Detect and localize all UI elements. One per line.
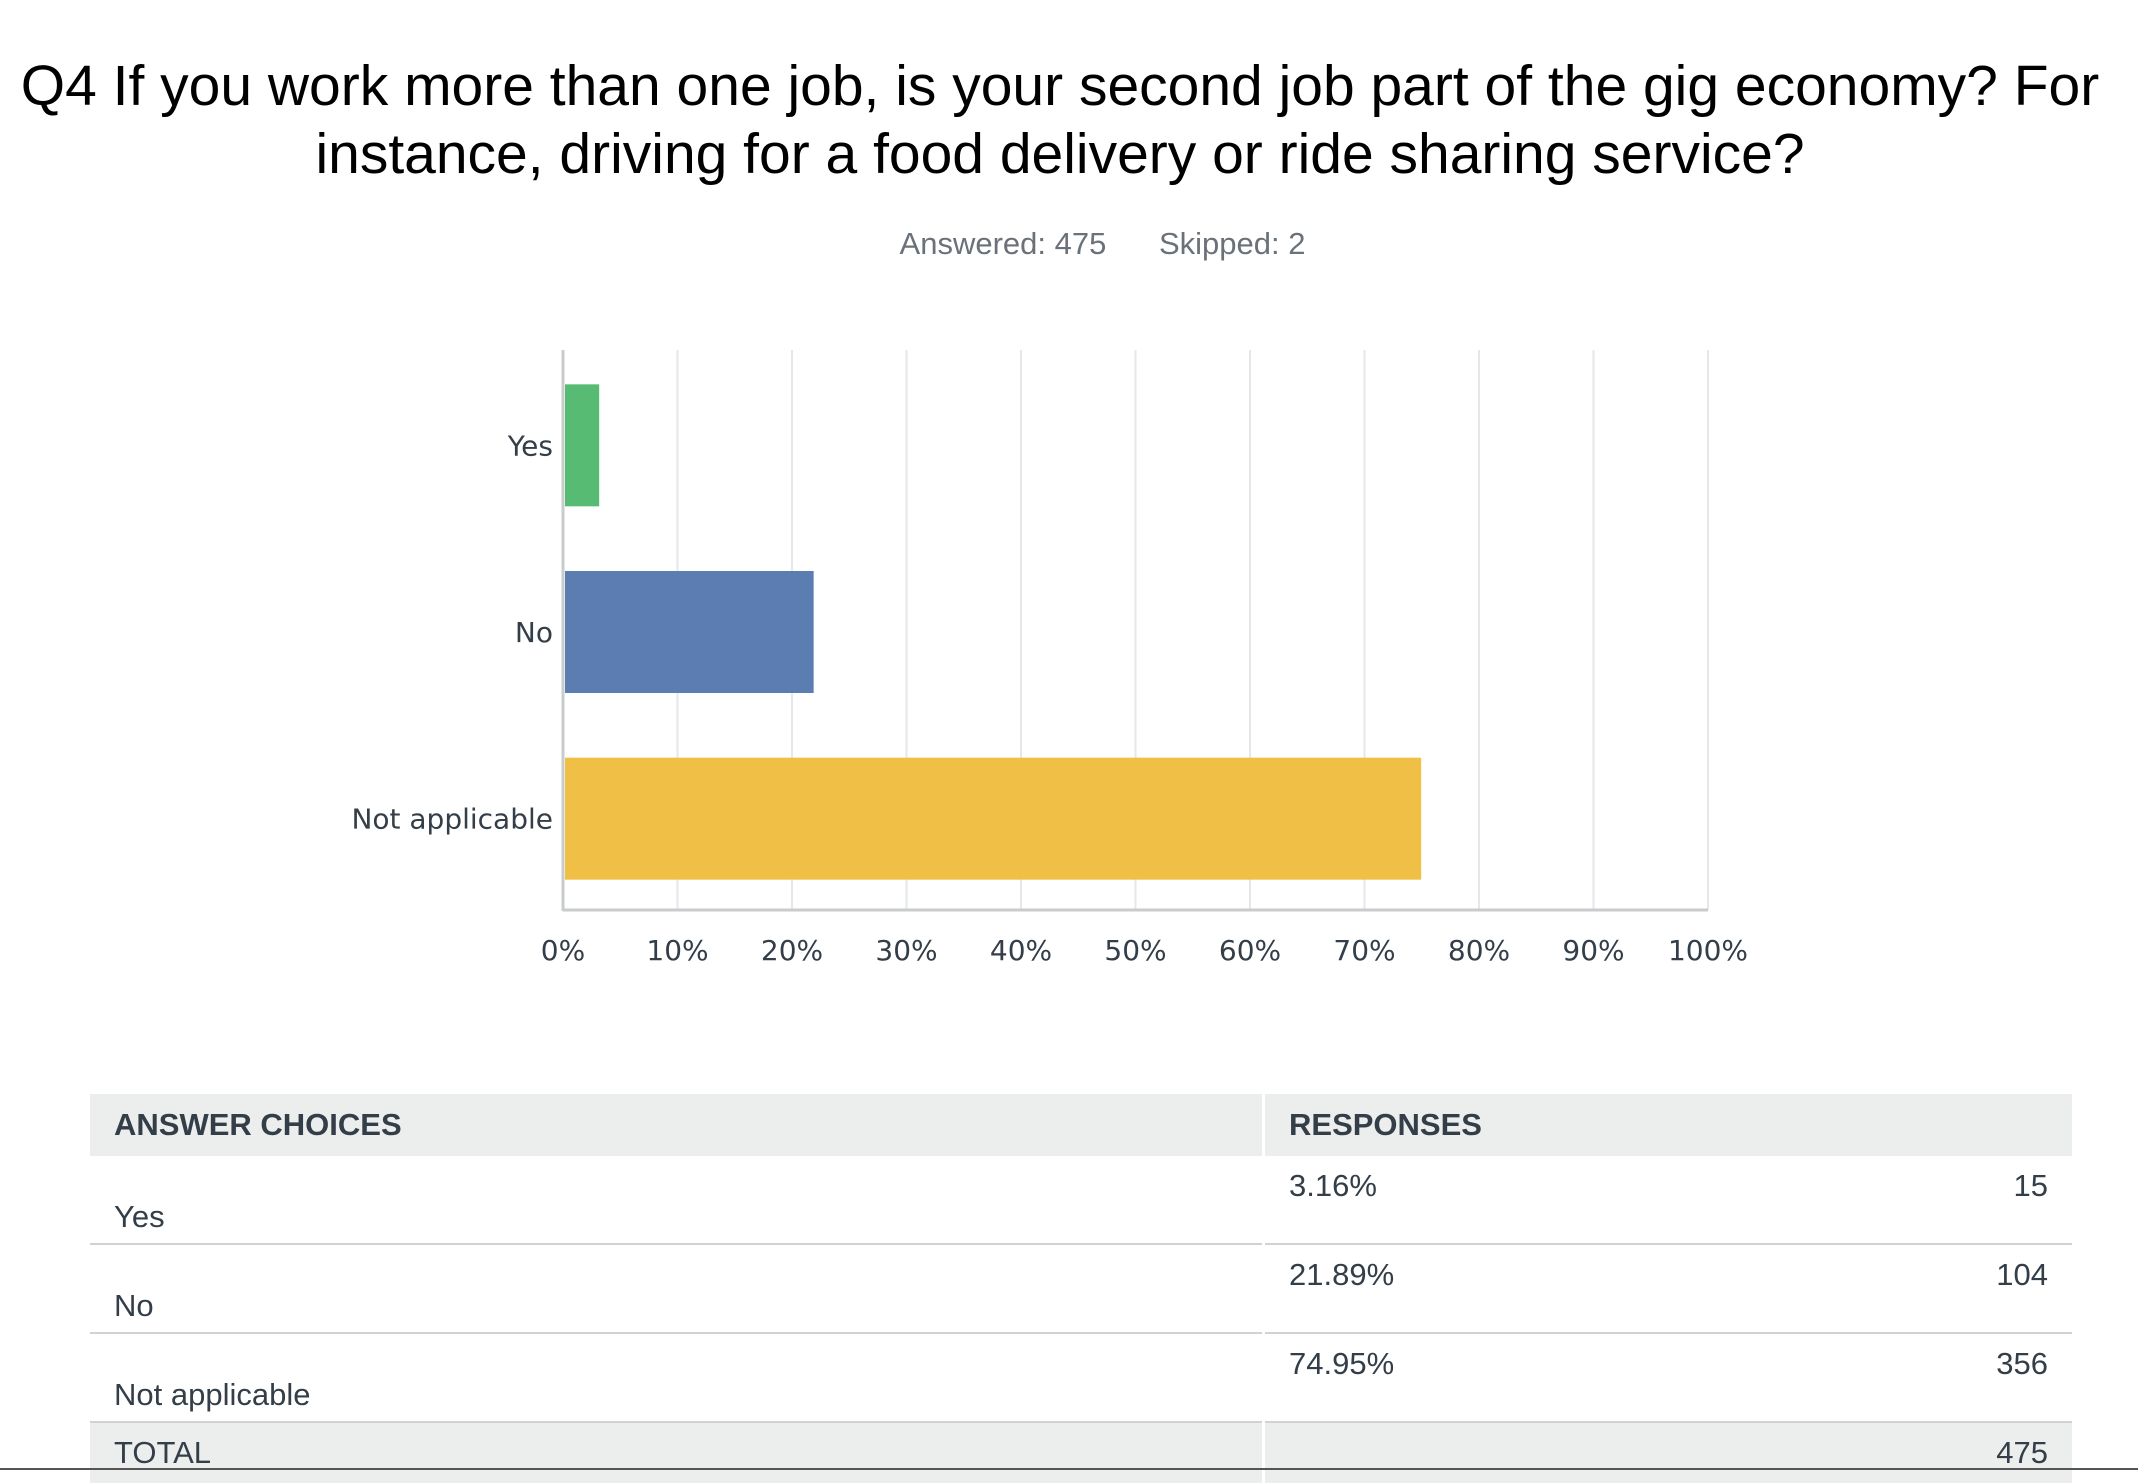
total-spacer (1262, 1422, 1755, 1483)
bottom-rule (0, 1468, 2138, 1470)
choice-label: No (90, 1244, 1264, 1334)
response-percent: 3.16% (1262, 1156, 1755, 1245)
category-label: Not applicable (351, 803, 553, 836)
table-row: Not applicable 74.95% 356 (90, 1333, 2072, 1423)
category-label: Yes (507, 429, 553, 462)
question-title: Q4 If you work more than one job, is you… (20, 54, 2100, 186)
x-tick-label: 50% (1104, 934, 1166, 967)
x-tick-label: 0% (541, 934, 585, 967)
x-tick-label: 70% (1333, 934, 1395, 967)
response-stats: Answered: 475 Skipped: 2 (0, 226, 2138, 262)
header-answer-choices: ANSWER CHOICES (90, 1094, 1264, 1156)
skipped-count: Skipped: 2 (1158, 226, 1306, 261)
bar-chart: 0% 10% 20% 30% 40% 50% 60% 70% 80% 90% 100% Yes No No… (351, 350, 1748, 967)
x-tick-label: 30% (875, 934, 937, 967)
x-tick-label: 40% (990, 934, 1052, 967)
choice-label: Yes (90, 1156, 1264, 1245)
x-tick-label: 20% (761, 934, 823, 967)
table-row: Yes 3.16% 15 (90, 1156, 2072, 1245)
response-count: 15 (1755, 1156, 2072, 1245)
response-percent: 21.89% (1262, 1244, 1755, 1334)
bar (565, 384, 600, 507)
response-table: ANSWER CHOICES RESPONSES Yes 3.16% 15 No… (90, 1094, 2072, 1483)
response-count: 356 (1755, 1333, 2072, 1423)
choice-label: Not applicable (90, 1333, 1264, 1423)
answered-count: Answered: 475 (899, 226, 1107, 261)
table-header-row: ANSWER CHOICES RESPONSES (90, 1094, 2072, 1156)
bar (565, 571, 814, 693)
bar (565, 757, 1422, 880)
table-row: No 21.89% 104 (90, 1244, 2072, 1334)
category-label: No (515, 616, 553, 649)
x-tick-label: 100% (1668, 934, 1748, 967)
table-total-row: TOTAL 475 (90, 1422, 2072, 1483)
total-count: 475 (1755, 1422, 2072, 1483)
x-tick-label: 90% (1562, 934, 1624, 967)
x-tick-label: 60% (1219, 934, 1281, 967)
response-count: 104 (1755, 1244, 2072, 1334)
header-responses: RESPONSES (1262, 1094, 2072, 1156)
total-label: TOTAL (90, 1422, 1264, 1483)
x-tick-label: 80% (1448, 934, 1510, 967)
x-tick-label: 10% (646, 934, 708, 967)
response-percent: 74.95% (1262, 1333, 1755, 1423)
